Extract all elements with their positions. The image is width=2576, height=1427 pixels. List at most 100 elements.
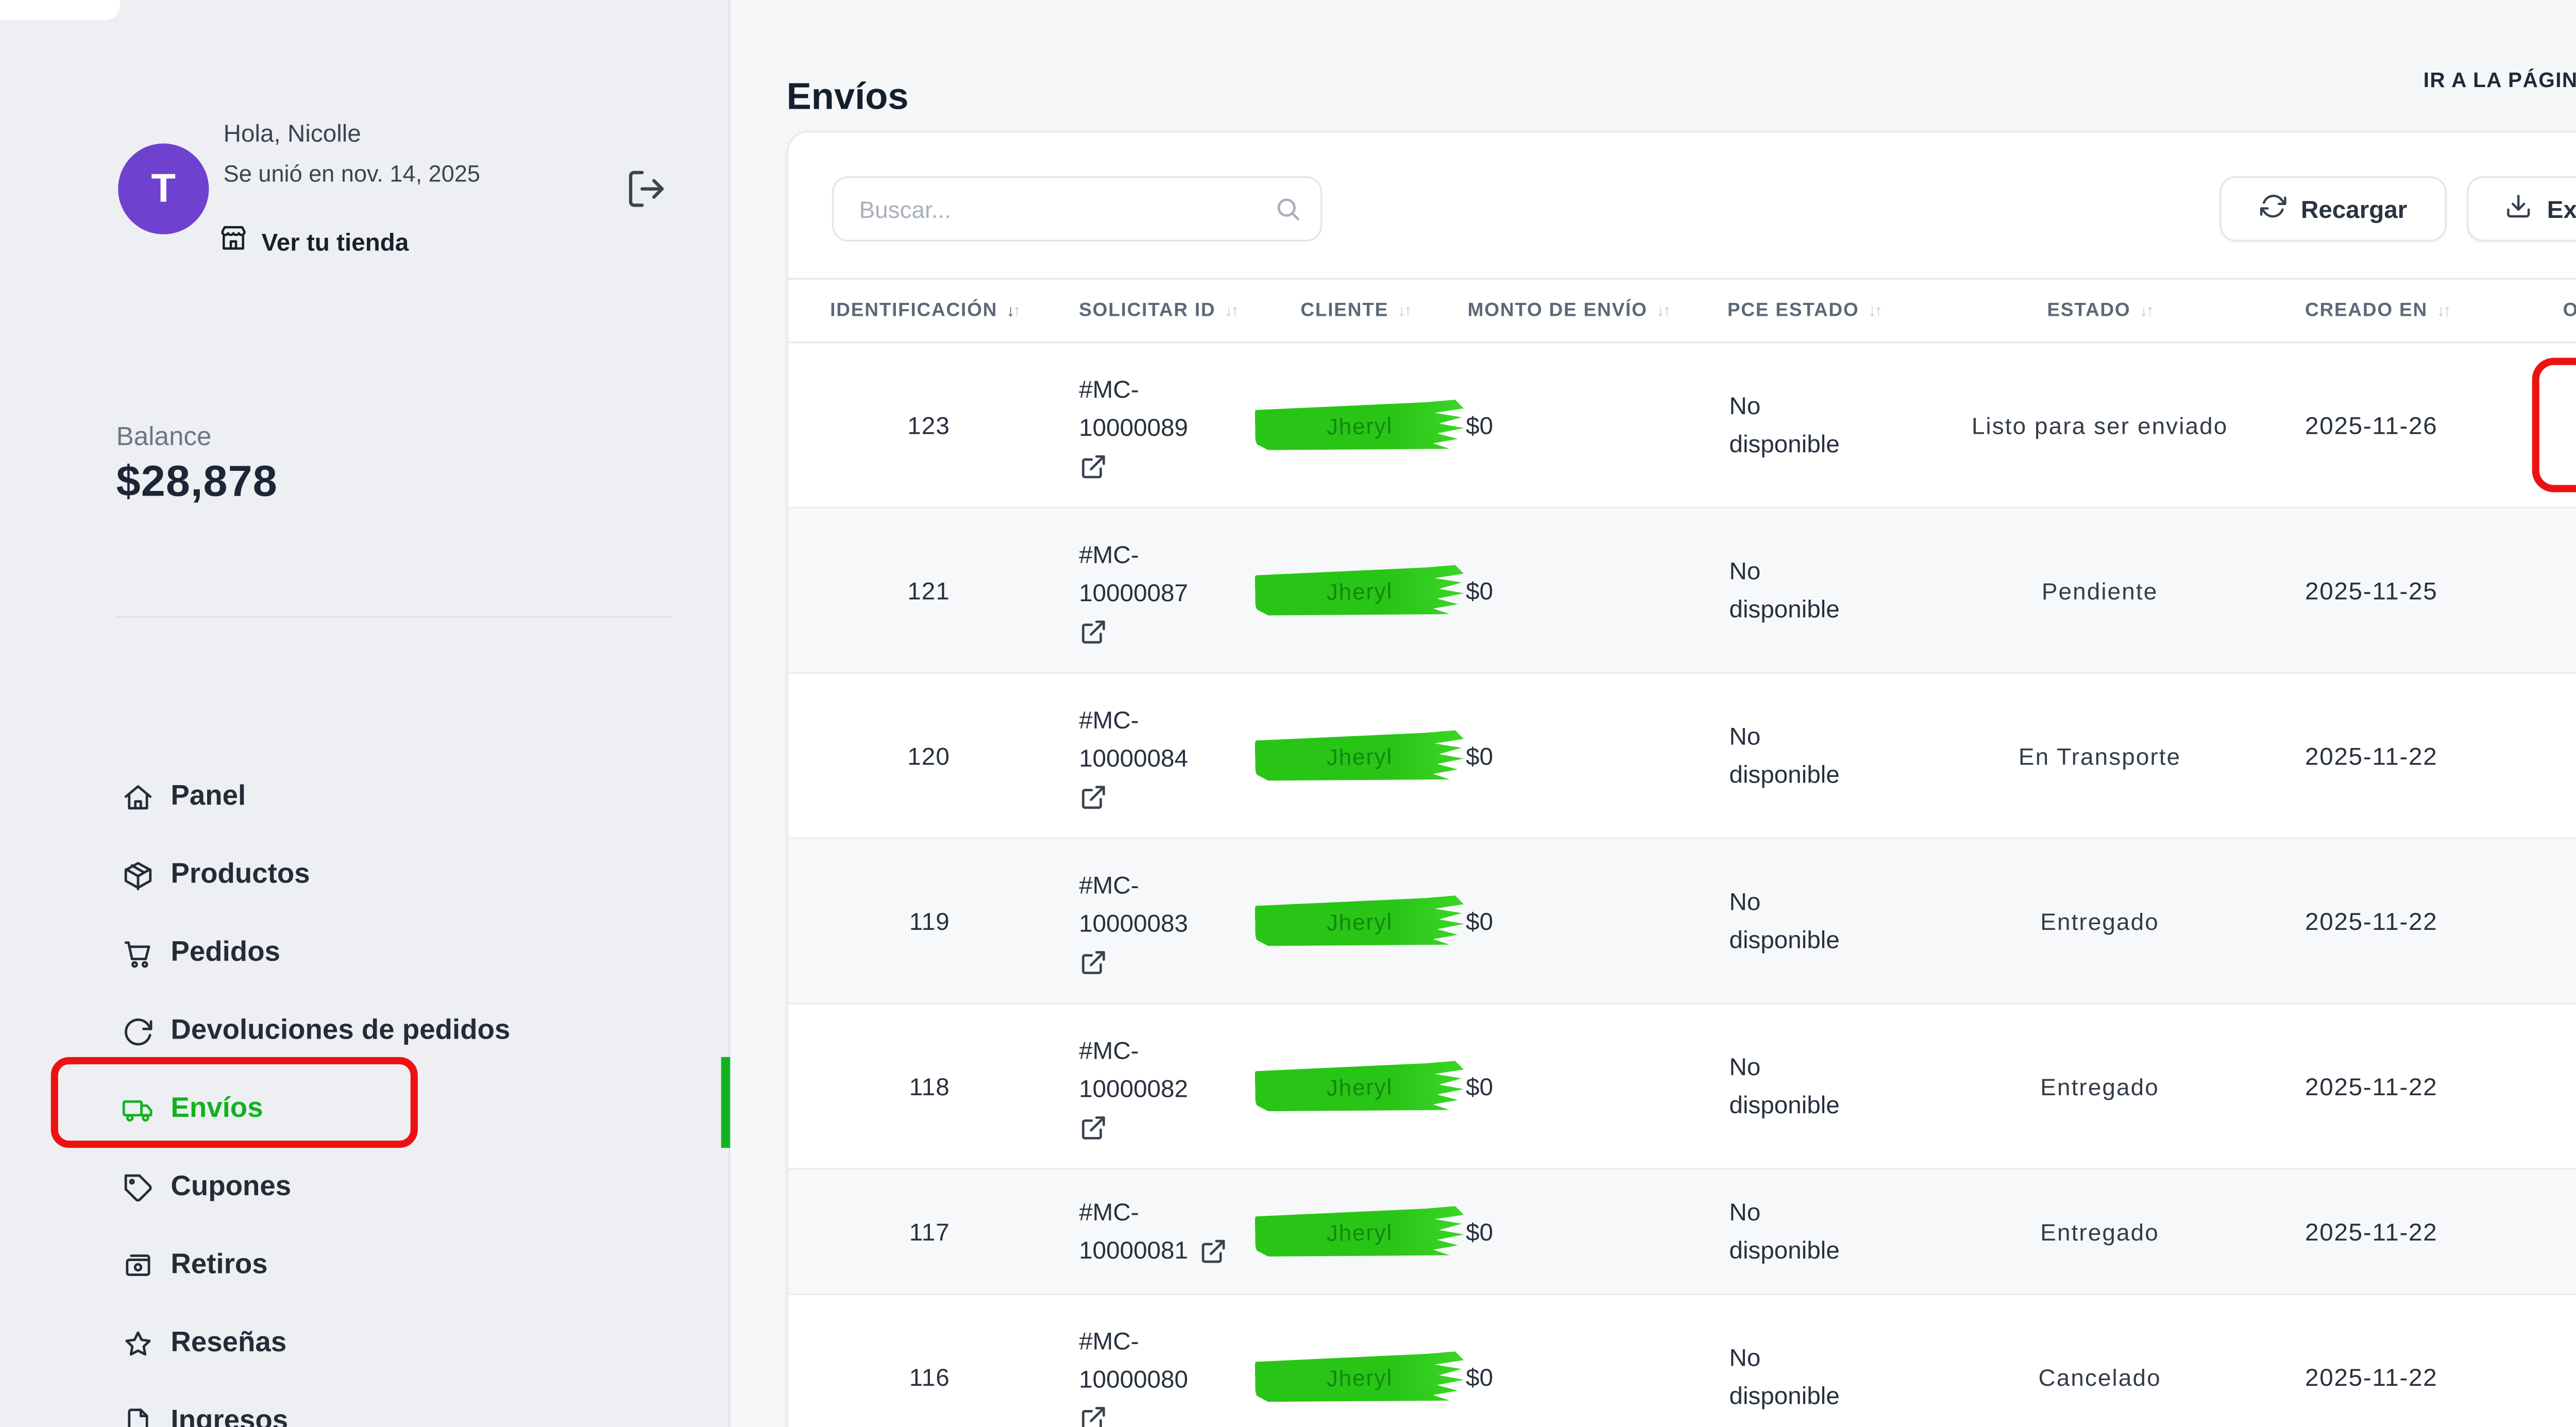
cart-icon — [122, 936, 154, 969]
truck-icon — [122, 1093, 154, 1125]
request-id-cell: #MC- 10000087 — [1019, 535, 1274, 645]
table-row: 121 #MC- 10000087 Jheryl $0 No disponibl… — [788, 508, 2576, 674]
sidebar-nav: Panel Productos Pedidos Devoluciones de … — [0, 757, 728, 1427]
pce-status-cell: No disponible — [1729, 1053, 1840, 1119]
sidebar-item-retiros[interactable]: Retiros — [0, 1226, 728, 1304]
shipment-id-cell: 119 — [909, 907, 950, 935]
operations-cell — [2545, 400, 2576, 449]
storefront-icon — [218, 224, 249, 260]
sidebar-item-ingresos[interactable]: Ingresos — [0, 1382, 728, 1427]
created-at-cell: 2025-11-22 — [2304, 742, 2438, 770]
table-row: 116 #MC- 10000080 Jheryl $0 No disponibl… — [788, 1295, 2576, 1427]
column-header-1[interactable]: IDENTIFICACIÓN ↓↑ — [830, 299, 1021, 322]
column-header-7[interactable]: CREADO EN ↓↑ — [2304, 299, 2451, 322]
shipping-amount-cell: $0 — [1466, 907, 1494, 935]
client-cell: Jheryl — [1273, 1062, 1455, 1111]
shipment-id-cell: 118 — [909, 1072, 950, 1100]
shipment-id-cell: 117 — [909, 1217, 950, 1245]
active-nav-indicator — [721, 1057, 730, 1148]
export-button[interactable]: Exportar — [2466, 176, 2576, 242]
refresh-icon — [2259, 193, 2286, 225]
sort-icons: ↓↑ — [1225, 301, 1239, 320]
pce-status-cell: No disponible — [1729, 392, 1840, 458]
external-link-icon[interactable] — [1199, 1236, 1228, 1265]
redacted-client-name: Jheryl — [1255, 399, 1464, 451]
table-body: 123 #MC- 10000089 Jheryl $0 No disponibl… — [788, 343, 2576, 1427]
column-header-5[interactable]: PCE ESTADO ↓↑ — [1727, 299, 1883, 322]
sidebar-divider — [116, 616, 672, 618]
request-id-cell: #MC- 10000084 — [1019, 700, 1274, 811]
table-row: 119 #MC- 10000083 Jheryl $0 No disponibl… — [788, 839, 2576, 1005]
external-link-icon[interactable] — [1079, 1403, 1108, 1427]
operations-cell — [2545, 731, 2576, 780]
sidebar-item-panel[interactable]: Panel — [0, 757, 728, 836]
shipping-amount-cell: $0 — [1466, 1217, 1494, 1245]
client-cell: Jheryl — [1273, 896, 1455, 945]
created-at-cell: 2025-11-22 — [2304, 1217, 2438, 1245]
sidebar-item-pedidos[interactable]: Pedidos — [0, 913, 728, 992]
operations-cell — [2545, 1352, 2576, 1401]
operations-cell — [2545, 1207, 2576, 1256]
sort-icons: ↓↑ — [1397, 301, 1412, 320]
external-link-icon[interactable] — [1079, 1112, 1108, 1141]
column-header-3[interactable]: CLIENTE ↓↑ — [1300, 299, 1412, 322]
sidebar-item-envios[interactable]: Envíos — [0, 1070, 728, 1148]
pce-status-cell: No disponible — [1729, 723, 1840, 789]
created-at-cell: 2025-11-22 — [2304, 1363, 2438, 1390]
status-cell: Entregado — [2040, 907, 2159, 935]
sidebar-item-productos[interactable]: Productos — [0, 836, 728, 914]
sidebar-item-resenas[interactable]: Reseñas — [0, 1304, 728, 1382]
shipping-amount-cell: $0 — [1466, 576, 1494, 604]
sort-icons: ↓↑ — [2140, 301, 2154, 320]
download-icon — [2505, 193, 2533, 225]
table-row: 120 #MC- 10000084 Jheryl $0 No disponibl… — [788, 673, 2576, 839]
search-icon — [1273, 194, 1302, 223]
pce-status-cell: No disponible — [1729, 557, 1840, 623]
search-input[interactable] — [832, 176, 1323, 242]
external-link-icon[interactable] — [1079, 617, 1108, 645]
star-icon — [122, 1327, 154, 1359]
external-link-icon[interactable] — [1079, 947, 1108, 976]
shipping-amount-cell: $0 — [1466, 411, 1494, 439]
column-header-6[interactable]: ESTADO ↓↑ — [2047, 299, 2154, 322]
refresh-icon — [122, 1014, 154, 1047]
go-to-homepage-link[interactable]: IR A LA PÁGINA DE INICIO — [2424, 65, 2576, 96]
shipment-id-cell: 120 — [907, 742, 950, 770]
external-link-icon[interactable] — [1079, 451, 1108, 480]
avatar-letter: T — [151, 165, 176, 211]
reload-label: Recargar — [2300, 195, 2408, 223]
logout-button[interactable] — [625, 167, 669, 211]
status-cell: Entregado — [2040, 1072, 2159, 1100]
export-label: Exportar — [2547, 195, 2576, 223]
reload-button[interactable]: Recargar — [2219, 176, 2447, 242]
status-cell: Entregado — [2040, 1217, 2159, 1245]
created-at-cell: 2025-11-25 — [2304, 576, 2438, 604]
sidebar-item-cupones[interactable]: Cupones — [0, 1148, 728, 1226]
file-icon — [122, 1405, 154, 1427]
sidebar: T Hola, Nicolle Se unió en nov. 14, 2025… — [0, 0, 731, 1427]
operations-cell — [2545, 566, 2576, 615]
client-cell: Jheryl — [1273, 731, 1455, 780]
column-header-2[interactable]: SOLICITAR ID ↓↑ — [1079, 299, 1239, 322]
shipment-id-cell: 116 — [909, 1363, 950, 1390]
status-cell: En Transporte — [2018, 742, 2181, 770]
column-header-4[interactable]: MONTO DE ENVÍO ↓↑ — [1467, 299, 1671, 322]
client-cell: Jheryl — [1273, 400, 1455, 449]
created-at-cell: 2025-11-26 — [2304, 411, 2438, 439]
created-at-cell: 2025-11-22 — [2304, 907, 2438, 935]
redacted-client-name: Jheryl — [1255, 564, 1464, 617]
table-row: 117 #MC- 10000081 Jheryl $0 No disponibl… — [788, 1169, 2576, 1295]
external-link-icon[interactable] — [1079, 782, 1108, 811]
redacted-client-name: Jheryl — [1255, 1205, 1464, 1258]
view-store-label: Ver tu tienda — [261, 228, 409, 256]
sidebar-item-devoluciones-de-pedidos[interactable]: Devoluciones de pedidos — [0, 992, 728, 1070]
created-at-cell: 2025-11-22 — [2304, 1072, 2438, 1100]
table-row: 118 #MC- 10000082 Jheryl $0 No disponibl… — [788, 1004, 2576, 1170]
status-cell: Pendiente — [2041, 576, 2158, 604]
view-store-link[interactable]: Ver tu tienda — [218, 224, 409, 260]
sort-icons: ↓↑ — [2436, 301, 2451, 320]
tag-icon — [122, 1170, 154, 1203]
redacted-client-name: Jheryl — [1255, 894, 1464, 947]
status-cell: Cancelado — [2038, 1363, 2161, 1390]
